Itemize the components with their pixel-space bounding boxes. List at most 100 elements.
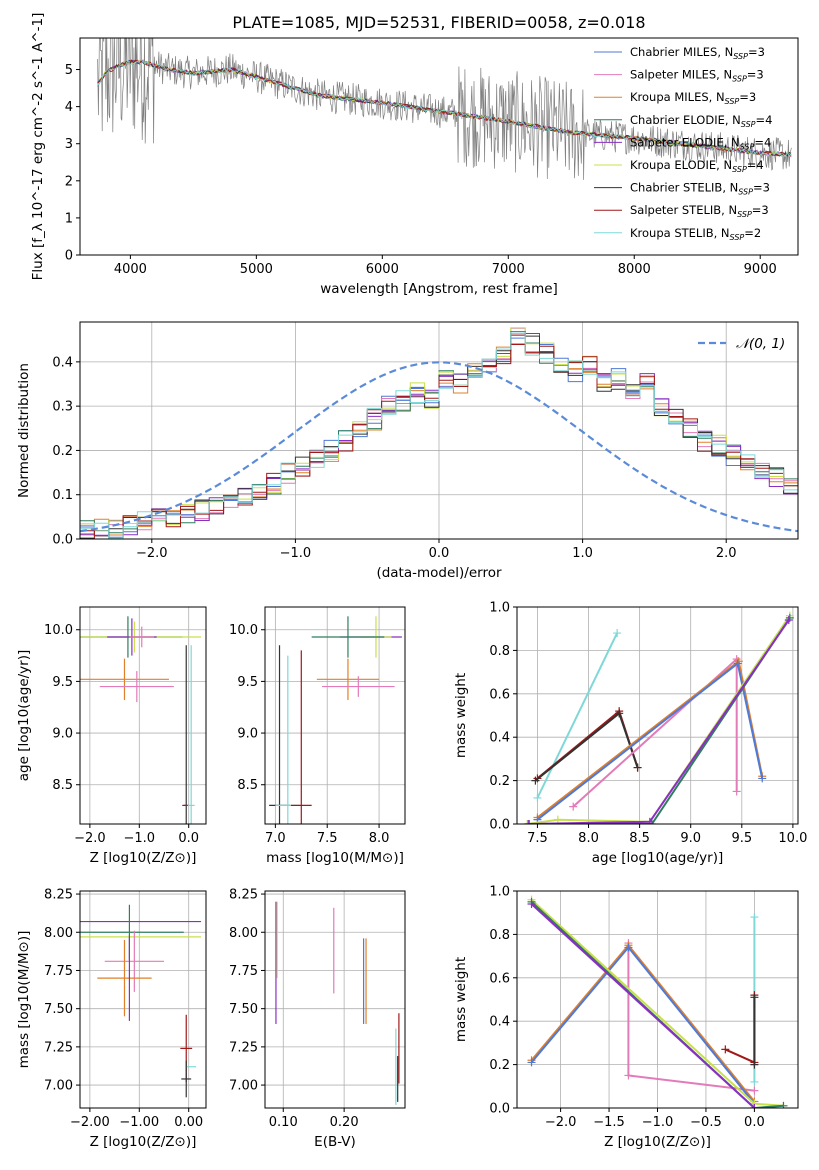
- y-axis-label: Flux [f_λ 10^-17 erg cm^-2 s^-1 A^-1]: [30, 13, 46, 281]
- tick-label-y: 0.1: [52, 488, 73, 503]
- weight-point-kroupa_stelib: [750, 1077, 759, 1086]
- tick-label-x: −2.0: [136, 546, 168, 561]
- panel-age_vs_mass: 7.0 7.5 8.0 8.5 9.0 9.5 10.0 mass [log10(M/M⊙)]: [229, 606, 406, 866]
- legend: Chabrier MILES, NSSP=3 Salpeter MILES, NS…: [594, 45, 772, 242]
- axes-frame: [516, 606, 799, 825]
- y-axis-label: mass [log10(M/M⊙)]: [16, 931, 32, 1069]
- panel-weight_vs_age: 7.5 8.0 8.5 9.0 9.5 10.0 0.0 0.2 0.4 0.6 0.8 1.0 age…: [453, 601, 807, 867]
- tick-label-y: 10.0: [229, 623, 258, 638]
- tick-label-x: 9.5: [731, 831, 752, 846]
- weight-point-salpeter_miles: [750, 1086, 759, 1095]
- weight-point-chabrier_miles: [624, 943, 633, 952]
- x-axis-label: Z [log10(Z/Z⊙)]: [604, 1134, 711, 1150]
- x-axis-label: (data-model)/error: [376, 565, 502, 581]
- tick-label-y: 2: [65, 174, 73, 189]
- tick-label-y: 3: [65, 137, 73, 152]
- grid: [80, 891, 206, 1108]
- axes-frame: [264, 606, 406, 825]
- tick-label-x: −0.5: [690, 1115, 722, 1130]
- tick-label-y: 7.25: [229, 1040, 258, 1055]
- histogram-chabrier_miles: [80, 337, 798, 538]
- histogram-kroupa_stelib: [80, 331, 798, 539]
- legend-entry-chabrier_stelib: Chabrier STELIB, NSSP=3: [630, 181, 770, 197]
- weight-point-salpeter_miles: [624, 1071, 633, 1080]
- tick-label-x: 5000: [240, 262, 273, 277]
- tick-label-y: 0.3: [52, 400, 73, 415]
- plot-area: [269, 616, 402, 824]
- tick-label-x: 6000: [366, 262, 399, 277]
- tick-label-x: 2.0: [716, 546, 737, 561]
- tick-label-y: 7.00: [229, 1079, 258, 1094]
- plot-area: [80, 327, 798, 539]
- tick-label-y: 7.00: [44, 1079, 73, 1094]
- normal-curve: [80, 361, 798, 533]
- grid: [517, 890, 798, 1109]
- weight-point-chabrier_stelib: [633, 763, 642, 772]
- weight-line-salpeter_elodie: [530, 903, 756, 1108]
- plot-area: [275, 901, 400, 1105]
- weight-point-chabrier_stelib: [531, 776, 540, 785]
- tick-label-y: 0.8: [489, 644, 510, 659]
- weight-point-chabrier_stelib: [615, 709, 624, 718]
- tick-label-x: 8.5: [629, 831, 650, 846]
- figure-title: PLATE=1085, MJD=52531, FIBERID=0058, z=0…: [232, 13, 645, 32]
- weight-point-chabrier_elodie: [779, 1101, 788, 1108]
- tick-label-y: 7.75: [229, 964, 258, 979]
- tick-label-y: 0.6: [489, 971, 510, 986]
- tick-label-x: 7.5: [317, 831, 338, 846]
- tick-label-y: 7.50: [44, 1002, 73, 1017]
- x-axis-label: Z [log10(Z/Z⊙)]: [90, 1134, 197, 1150]
- tick-label-x: 10.0: [778, 831, 807, 846]
- legend-entry-salpeter_elodie: Salpeter ELODIE, NSSP=4: [630, 135, 771, 151]
- tick-label-x: 7.0: [265, 831, 286, 846]
- tick-label-x: −1.0: [124, 831, 156, 846]
- tick-label-y: 8.5: [237, 778, 258, 793]
- y-axis-label: mass weight: [453, 673, 469, 758]
- weight-point-chabrier_miles: [758, 774, 767, 783]
- tick-label-x: −2.0: [74, 831, 106, 846]
- weight-point-salpeter_elodie: [524, 820, 533, 824]
- legend: 𝒩(0, 1): [698, 336, 785, 352]
- tick-label-x: 9.0: [680, 831, 701, 846]
- tick-label-y: 1.0: [489, 601, 510, 616]
- x-axis-label: wavelength [Angstrom, rest frame]: [320, 281, 558, 297]
- tick-label-x: 1.0: [572, 546, 593, 561]
- weight-point-chabrier_stelib: [750, 1060, 759, 1069]
- axes-frame: [516, 890, 799, 1109]
- tick-label-y: 0.2: [52, 444, 73, 459]
- panel-spectrum: 4000 5000 6000 7000 8000 9000 0 1 2 3 4 5 Chabrier M…: [30, 13, 799, 297]
- grid: [265, 891, 405, 1108]
- tick-label-x: 8.0: [578, 831, 599, 846]
- weight-point-kroupa_stelib: [613, 629, 622, 638]
- weight-line-chabrier_miles: [530, 945, 756, 1105]
- grid: [517, 606, 798, 825]
- tick-label-y: 0: [65, 249, 73, 264]
- plot-area: [80, 904, 202, 1098]
- plot-area: [80, 616, 202, 824]
- tick-label-y: 9.0: [237, 727, 258, 742]
- tick-label-x: −1.0: [280, 546, 312, 561]
- tick-label-y: 1.0: [489, 885, 510, 900]
- legend-entry-kroupa_stelib: Kroupa STELIB, NSSP=2: [630, 226, 761, 242]
- panel-mass_vs_ebv: 0.10 0.20 7.00 7.25 7.50 7.75 8.00 8.25 E(B-V): [229, 888, 406, 1150]
- weight-point-salpeter_miles: [569, 802, 578, 811]
- weight-line-kroupa_stelib: [536, 632, 619, 799]
- tick-label-y: 0.6: [489, 687, 510, 702]
- tick-label-y: 0.4: [52, 355, 73, 370]
- weight-point-chabrier_miles: [527, 1058, 536, 1067]
- legend-entry-chabrier_miles: Chabrier MILES, NSSP=3: [630, 45, 765, 61]
- weight-point-salpeter_elodie: [527, 900, 536, 909]
- weight-line-chabrier_miles: [536, 661, 764, 821]
- tick-label-y: 4: [65, 100, 73, 115]
- tick-label-x: 7000: [492, 262, 525, 277]
- weight-line-salpeter_miles: [627, 943, 755, 1092]
- tick-label-y: 9.5: [52, 675, 73, 690]
- tick-label-y: 7.50: [229, 1002, 258, 1017]
- x-axis-label: Z [log10(Z/Z⊙)]: [90, 850, 197, 866]
- model-line-kroupa_stelib: [97, 59, 792, 158]
- weight-point-salpeter_miles: [732, 787, 741, 796]
- axes-frame: [79, 606, 207, 825]
- weight-point-kroupa_elodie: [523, 820, 532, 824]
- tick-label-y: 0.2: [489, 1058, 510, 1073]
